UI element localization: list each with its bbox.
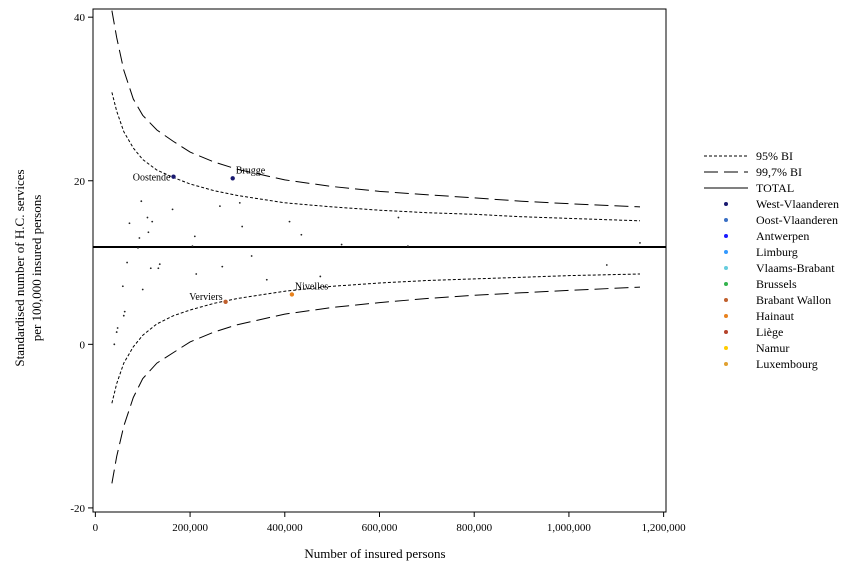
legend-marker (724, 202, 728, 206)
data-point (128, 222, 131, 225)
ci997-lower-curve (111, 286, 641, 484)
legend-label: Limburg (756, 245, 798, 259)
legend-label: Brussels (756, 277, 797, 291)
data-point (397, 216, 400, 219)
funnel-curves (111, 10, 641, 484)
legend-label: Vlaams-Brabant (756, 261, 835, 275)
data-point (407, 245, 409, 248)
legend-marker (724, 234, 728, 238)
y-tick-label: 40 (74, 12, 86, 24)
legend-marker (724, 346, 728, 350)
y-axis-title-line-2: per 100,000 insured persons (29, 195, 44, 342)
data-point (122, 314, 125, 317)
legend-marker (724, 330, 728, 334)
x-axis-title: Number of insured persons (304, 546, 445, 561)
data-point (195, 273, 198, 275)
point-label: Oostende (133, 173, 171, 184)
legend-label: TOTAL (756, 181, 794, 195)
data-point (265, 278, 268, 281)
point-label: Nivelles (295, 281, 328, 292)
data-point (123, 310, 126, 313)
y-axis-title-line-1: Standardised number of H.C. services (12, 169, 27, 366)
data-point (157, 267, 160, 270)
legend-marker (724, 218, 728, 222)
legend-label: 95% BI (756, 149, 793, 163)
y-axis-title: Standardised number of H.C. services per… (12, 169, 44, 366)
data-point (191, 245, 194, 248)
data-point (147, 231, 150, 234)
point-label: Verviers (189, 292, 222, 303)
data-point (171, 208, 174, 211)
legend-marker (724, 250, 728, 254)
legend-label: Brabant Wallon (756, 293, 831, 307)
data-point (288, 220, 291, 223)
x-tick-label: 1,000,000 (547, 522, 592, 534)
legend-marker (724, 282, 728, 286)
data-point (137, 246, 139, 249)
y-tick-label: 20 (74, 176, 86, 188)
data-point (250, 255, 253, 257)
data-point (138, 237, 141, 239)
y-tick-label: -20 (70, 503, 85, 515)
x-tick-label: 0 (93, 522, 99, 534)
legend-label: Luxembourg (756, 357, 818, 371)
data-point (149, 267, 152, 270)
x-tick-label: 600,000 (362, 522, 398, 534)
data-point (193, 235, 196, 238)
data-point (158, 263, 161, 266)
legend-label: Namur (756, 341, 789, 355)
x-tick-label: 800,000 (456, 522, 492, 534)
data-point (238, 201, 241, 204)
legend-label: West-Vlaanderen (756, 197, 839, 211)
data-point (639, 242, 641, 244)
data-point (221, 265, 224, 268)
point-label: Brugge (236, 165, 266, 176)
data-point (219, 205, 221, 208)
data-point (300, 233, 303, 236)
legend-label: 99,7% BI (756, 165, 802, 179)
ci997-upper-curve (111, 10, 641, 208)
data-point (319, 275, 322, 278)
x-tick-label: 1,200,000 (642, 522, 687, 534)
legend-label: Liège (756, 325, 783, 339)
data-point (126, 261, 128, 264)
data-point (121, 285, 124, 288)
data-point (605, 264, 608, 266)
legend: 95% BI 99,7% BI TOTAL West-Vlaanderen Oost-V… (704, 149, 839, 371)
data-point (115, 331, 118, 333)
data-point (340, 243, 343, 246)
legend-marker (724, 314, 728, 318)
data-point (223, 299, 228, 305)
data-point (230, 176, 235, 181)
x-tick-label: 400,000 (267, 522, 303, 534)
data-points (113, 174, 641, 346)
data-point (289, 292, 295, 297)
legend-marker (724, 298, 728, 302)
x-tick-label: 200,000 (172, 522, 208, 534)
x-axis: 0 200,000 400,000 600,000 800,000 1,000,000 1,… (93, 512, 687, 534)
y-tick-label: 0 (80, 339, 86, 351)
data-point (116, 327, 119, 329)
legend-marker (724, 266, 728, 270)
legend-label: Oost-Vlaanderen (756, 213, 838, 227)
data-point (241, 225, 244, 228)
legend-label: Antwerpen (756, 229, 809, 243)
ci95-upper-curve (111, 92, 641, 222)
plot-frame (92, 8, 667, 513)
data-point (146, 216, 149, 219)
data-point (140, 200, 143, 203)
data-point (171, 174, 176, 179)
legend-label: Hainaut (756, 309, 795, 323)
data-point (113, 343, 116, 346)
y-axis: -20 0 20 40 (70, 12, 93, 515)
data-point (151, 220, 154, 223)
legend-marker (724, 362, 728, 366)
point-labels: Oostende Verviers Brugge Nivelles (133, 165, 329, 303)
data-point (141, 288, 144, 291)
